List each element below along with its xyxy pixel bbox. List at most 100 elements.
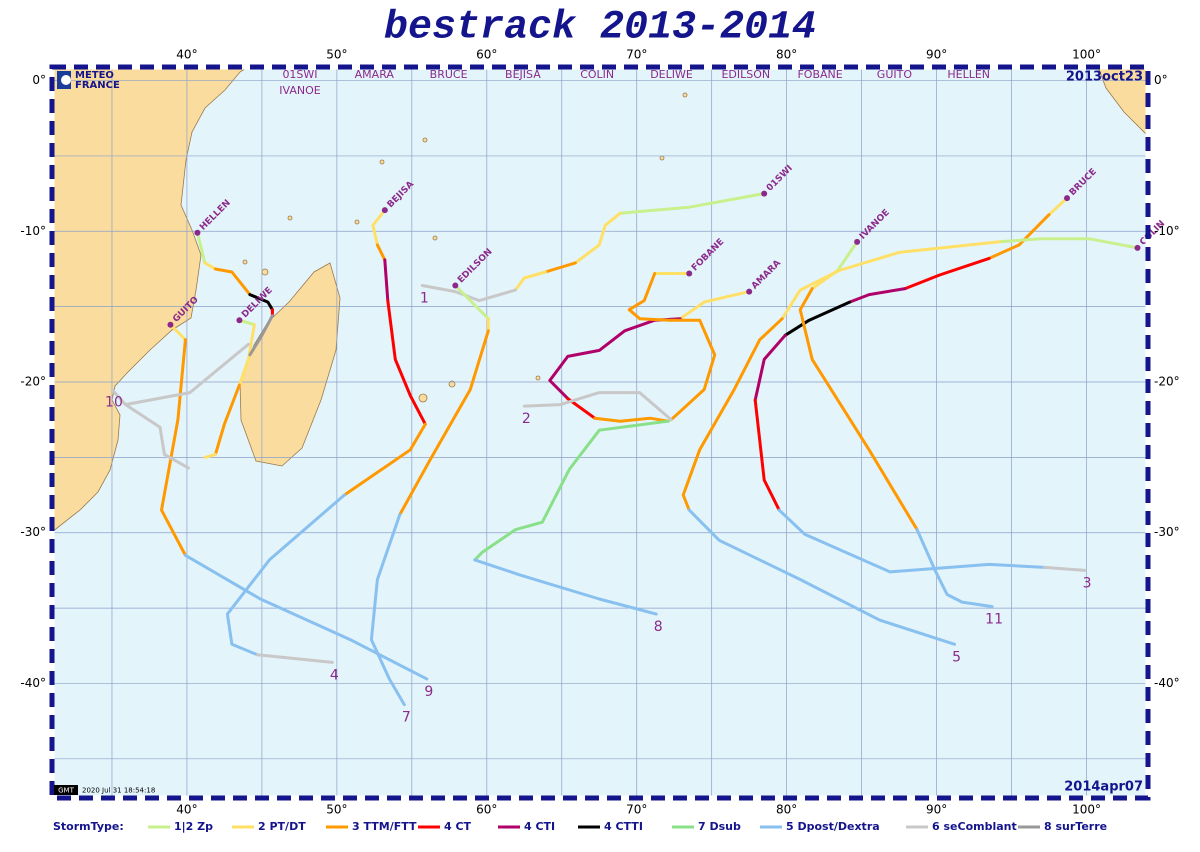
end-date: 2014apr07 xyxy=(1064,780,1143,795)
track-end-label: 1 xyxy=(420,291,429,307)
track-segment xyxy=(998,237,1139,250)
x-tick-label: 100° xyxy=(1072,48,1101,62)
x-tick-label: 90° xyxy=(926,803,947,817)
legend-label: 5 Dpost/Dextra xyxy=(786,820,880,833)
track-segment xyxy=(627,272,717,422)
island xyxy=(448,380,456,388)
track-segment xyxy=(203,452,217,459)
track-segment xyxy=(168,323,187,342)
legend-label: 6 seComblant xyxy=(932,820,1017,833)
legend-label: 7 Dsub xyxy=(698,820,741,833)
island xyxy=(535,375,541,381)
storm-list-name: FOBANE xyxy=(797,68,842,81)
y-tick-label: -30° xyxy=(20,525,46,539)
track-segment xyxy=(753,333,787,402)
frame xyxy=(49,64,1151,801)
legend-label: 8 surTerre xyxy=(1044,820,1107,833)
track-segment xyxy=(573,211,622,265)
logo-text: FRANCE xyxy=(75,80,120,91)
madagascar xyxy=(239,262,341,467)
track-segment xyxy=(342,422,427,497)
y-tick-label: 0° xyxy=(32,73,46,87)
legend-label: 4 CTTI xyxy=(604,820,643,833)
y-tick-label: 0° xyxy=(1154,73,1168,87)
track-start xyxy=(194,229,201,236)
track-start xyxy=(1134,244,1141,251)
x-tick-label: 70° xyxy=(626,48,647,62)
legend-label: 1|2 Zp xyxy=(174,820,213,833)
track-end-label: 4 xyxy=(330,667,339,683)
start-date: 2013oct23 xyxy=(1066,70,1143,85)
map-title: bestrack 2013-2014 xyxy=(384,6,816,51)
track-end-label: 7 xyxy=(402,710,411,726)
island xyxy=(261,268,269,276)
island xyxy=(682,92,688,98)
track-segment xyxy=(255,653,334,664)
legend-label: 3 TTM/FTT xyxy=(352,820,417,833)
track-end-label: 5 xyxy=(952,649,961,665)
track-segment xyxy=(1047,196,1069,217)
graticule xyxy=(52,67,1148,798)
track-segment xyxy=(383,258,390,303)
track-segment xyxy=(903,256,991,291)
track-start xyxy=(381,207,388,214)
track-segment xyxy=(386,299,427,426)
track-end-label: 2 xyxy=(522,411,531,427)
logo: METEO FRANCE xyxy=(57,70,120,91)
track-segment xyxy=(371,208,387,247)
island xyxy=(354,219,360,225)
track-segment xyxy=(798,287,919,532)
x-tick-label: 50° xyxy=(326,48,347,62)
tracks xyxy=(110,192,1139,707)
track-segment xyxy=(248,314,274,357)
x-tick-label: 80° xyxy=(776,48,797,62)
track-segment xyxy=(513,270,547,292)
y-tick-label: -10° xyxy=(20,224,46,238)
track-start xyxy=(452,282,459,289)
y-tick-label: -20° xyxy=(1154,375,1180,389)
track-segment xyxy=(124,342,250,407)
storm-list-name: EDILSON xyxy=(721,68,770,81)
logo-icon xyxy=(61,75,71,85)
track-start xyxy=(686,270,693,277)
island xyxy=(287,215,293,221)
y-tick-label: -40° xyxy=(1154,676,1180,690)
track-segment xyxy=(110,388,190,470)
y-tick-label: -30° xyxy=(1154,525,1180,539)
track-segment xyxy=(681,317,784,512)
island xyxy=(659,155,665,161)
track-segment xyxy=(398,329,490,517)
x-tick-label: 40° xyxy=(176,803,197,817)
track-start xyxy=(854,238,861,245)
africa xyxy=(51,66,250,533)
storm-list-name: COLIN xyxy=(580,68,614,81)
track-segment xyxy=(375,243,387,262)
track-segment xyxy=(453,284,490,321)
track-segment xyxy=(678,290,751,321)
legend-label: 2 PT/DT xyxy=(258,820,306,833)
x-tick-label: 60° xyxy=(476,48,497,62)
storm-list-name: GUITO xyxy=(877,68,913,81)
ocean xyxy=(52,67,1148,798)
track-segment xyxy=(183,553,429,681)
storm-list-name: DELIWE xyxy=(650,68,693,81)
track-start xyxy=(761,190,768,197)
track-segment xyxy=(777,508,1046,574)
track-end-label: 3 xyxy=(1083,575,1092,591)
timestamp: 2020 Jul 31 18:54:18 xyxy=(82,787,155,795)
storm-list-name: IVANOE xyxy=(279,84,320,97)
track-segment xyxy=(618,192,766,215)
legend-label: 4 CT xyxy=(444,820,472,833)
track-start xyxy=(236,317,243,324)
legend-label: 4 CTI xyxy=(524,820,555,833)
track-segment xyxy=(753,398,781,512)
track-segment xyxy=(987,213,1051,260)
track-segment xyxy=(203,261,217,271)
y-tick-label: -20° xyxy=(20,375,46,389)
track-segment xyxy=(915,528,994,609)
track-segment xyxy=(848,287,907,304)
track-end-label: 9 xyxy=(424,684,433,700)
x-tick-label: 80° xyxy=(776,803,797,817)
y-tick-label: -40° xyxy=(20,676,46,690)
timestamp-logo-box xyxy=(54,785,78,795)
